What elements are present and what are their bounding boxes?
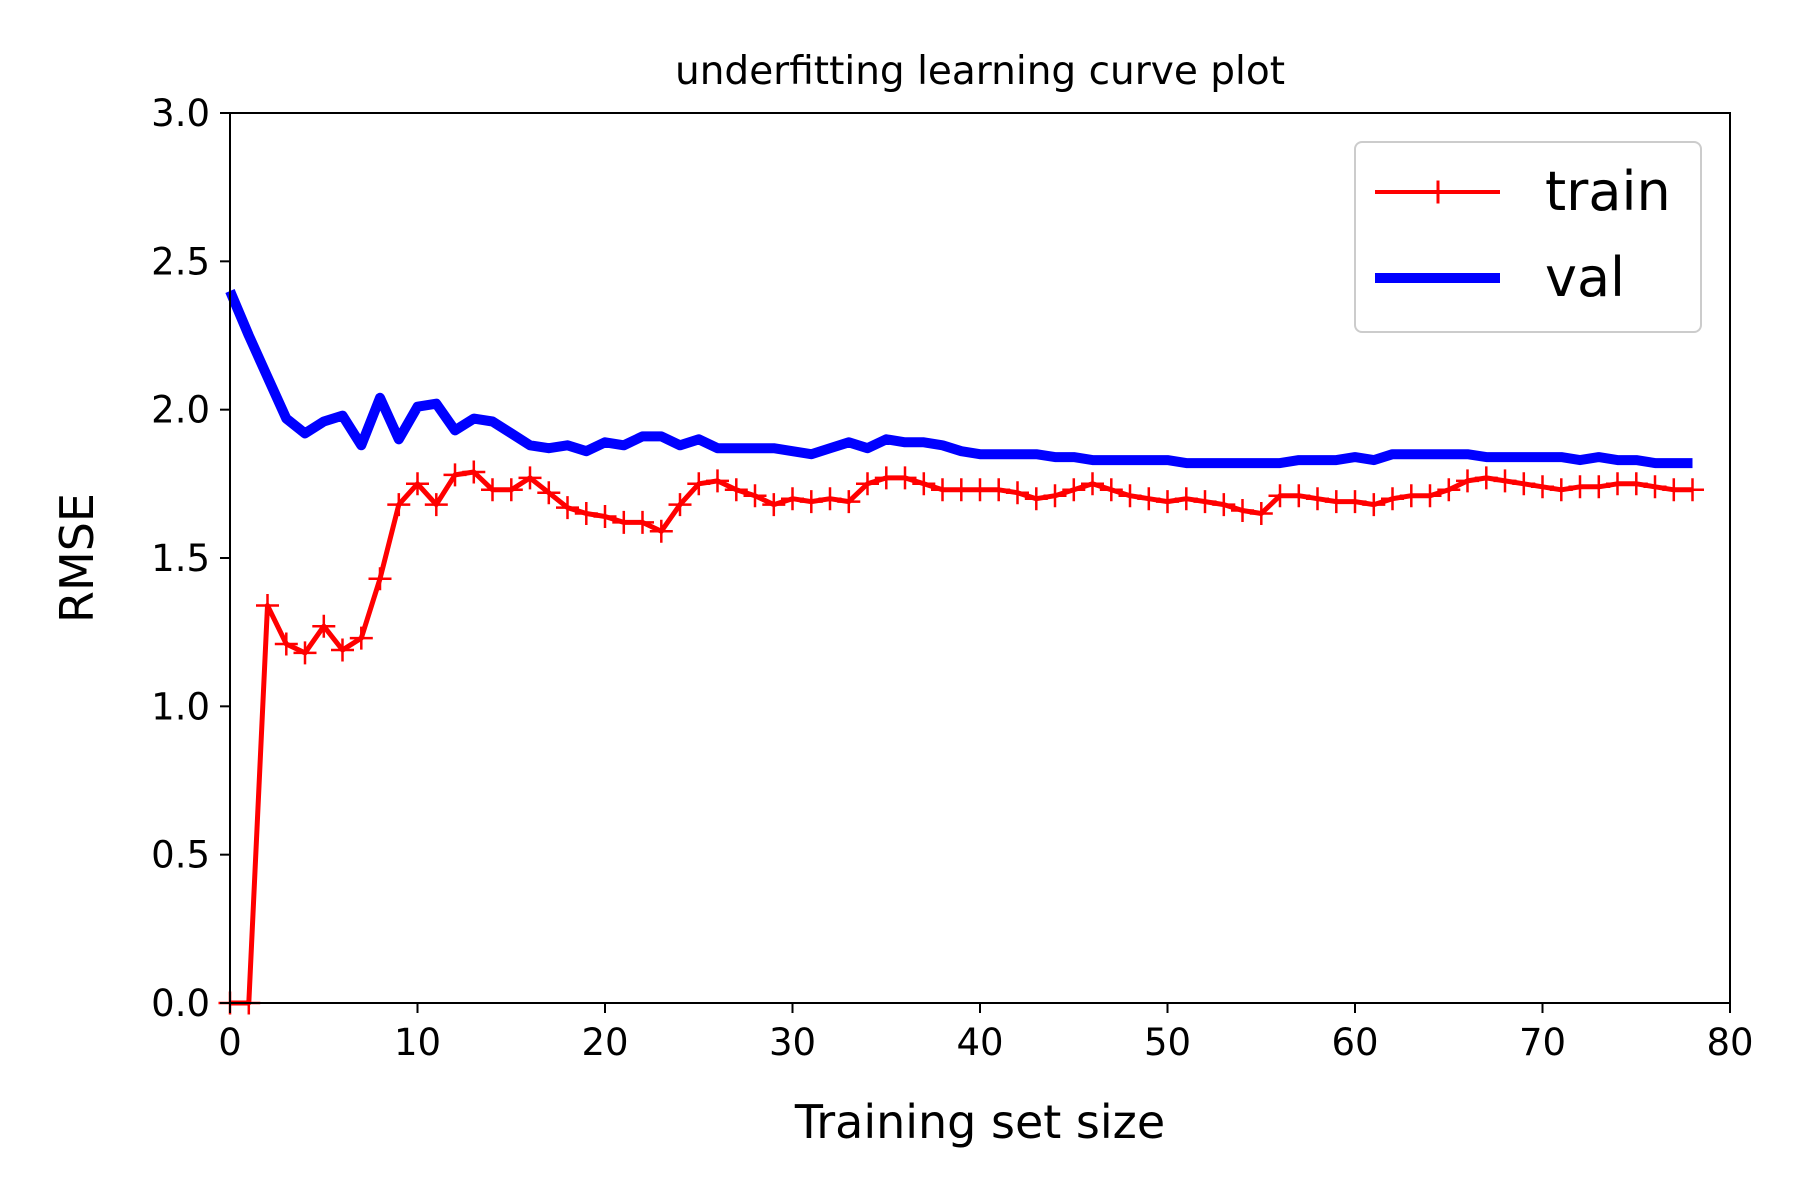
series-train-point (574, 502, 598, 525)
series-train-point (1231, 499, 1254, 522)
series-train-point (331, 638, 354, 662)
series-train-point (818, 487, 842, 511)
series-train-point (1099, 478, 1123, 502)
legend: train val (1354, 141, 1702, 333)
series-train-point (1081, 472, 1104, 496)
series-train-point (1418, 484, 1442, 508)
series-train-point (312, 614, 336, 638)
series-train-point (856, 472, 879, 496)
chart-title: underfitting learning curve plot (675, 49, 1285, 94)
series-train-point (706, 469, 729, 493)
series-train-point (1193, 490, 1217, 514)
series-train-point (762, 493, 786, 517)
series-train-point (349, 626, 373, 650)
x-tick-label: 50 (1144, 1021, 1191, 1064)
series-train (218, 460, 1704, 1015)
legend-train-marker-icon (1426, 180, 1450, 204)
x-tick-label: 60 (1331, 1021, 1378, 1064)
series-train-point (1137, 487, 1161, 511)
series-train-point (1212, 493, 1236, 517)
series-train-point (1493, 469, 1517, 493)
series-train-point (668, 493, 692, 517)
series-train-point (293, 641, 317, 665)
series-val (225, 289, 1693, 469)
series-train-point (631, 510, 654, 534)
y-axis-title: RMSE (50, 493, 104, 623)
x-axis-title: Training set size (794, 1095, 1165, 1149)
series-train-point (1362, 493, 1386, 517)
series-train-point (256, 594, 279, 617)
y-tick-label: 2.5 (151, 240, 210, 283)
series-train-point (1174, 487, 1198, 511)
series-train-point (537, 481, 561, 505)
series-train-point (1456, 469, 1479, 493)
series-train-point (1306, 487, 1329, 511)
series-train-point (1381, 487, 1404, 511)
series-train-point (837, 490, 861, 514)
series-train-point (518, 466, 542, 490)
series-train-point (1062, 478, 1086, 502)
series-train-point (1006, 481, 1029, 505)
x-tick-label: 30 (769, 1021, 816, 1064)
series-train-point (1512, 472, 1536, 496)
series-train-point (1437, 478, 1461, 502)
y-tick-label: 2.0 (151, 389, 210, 432)
x-tick-label: 80 (1706, 1021, 1753, 1064)
y-tick-label: 0.5 (151, 834, 210, 877)
series-train-point (799, 490, 823, 514)
series-train-point (781, 487, 804, 511)
series-train-point (912, 472, 936, 496)
plot-frame (229, 112, 1731, 1004)
series-train-point (1531, 475, 1554, 499)
series-train-point (1024, 487, 1048, 511)
series-train-point (1249, 502, 1273, 525)
series-train-point (443, 463, 467, 487)
series-train-point (274, 632, 298, 656)
series-train-point (1587, 475, 1611, 499)
series-train-point (893, 466, 917, 490)
x-tick-label: 20 (581, 1021, 628, 1064)
series-train-point (1043, 484, 1067, 508)
series-train-point (649, 519, 673, 543)
axes-layer: 0 10 20 30 40 50 60 70 80 0.0 0.5 1.0 1.5 2.0 2.5 3.0 (151, 92, 1753, 1064)
series-train-point (556, 496, 579, 520)
series-train-point (1549, 478, 1573, 502)
series-train-point (1118, 484, 1142, 508)
series-train-point (724, 478, 748, 502)
series-train-point (1474, 466, 1498, 490)
series-train-point (1681, 478, 1704, 502)
series-train-point (462, 460, 486, 484)
series-train-point (406, 472, 429, 496)
y-tick-label: 1.0 (151, 685, 210, 728)
series-train-point (593, 505, 617, 528)
series-val-line (225, 289, 1693, 469)
series-train-point (368, 567, 392, 591)
series-train-point (1643, 475, 1667, 499)
series-train-point (987, 478, 1011, 502)
series-train-point (424, 493, 448, 517)
x-tick-label: 40 (956, 1021, 1003, 1064)
series-train-point (387, 493, 411, 517)
series-layer (218, 289, 1704, 1015)
series-train-point (1343, 490, 1367, 514)
legend-train-label: train (1545, 160, 1671, 223)
series-train-point (499, 478, 523, 502)
series-train-point (687, 472, 711, 496)
legend-box (1354, 141, 1702, 333)
x-tick-label: 0 (218, 1021, 242, 1064)
series-train-point (1156, 490, 1179, 514)
series-train-point (743, 484, 767, 508)
y-tick-label: 3.0 (151, 92, 210, 135)
x-tick-label: 70 (1519, 1021, 1566, 1064)
x-tick-label: 10 (394, 1021, 441, 1064)
y-tick-label: 1.5 (151, 537, 210, 580)
series-train-point (1624, 472, 1648, 496)
y-tick-label: 0.0 (151, 982, 210, 1025)
legend-val-label: val (1545, 246, 1625, 309)
series-train-point (1287, 484, 1311, 508)
